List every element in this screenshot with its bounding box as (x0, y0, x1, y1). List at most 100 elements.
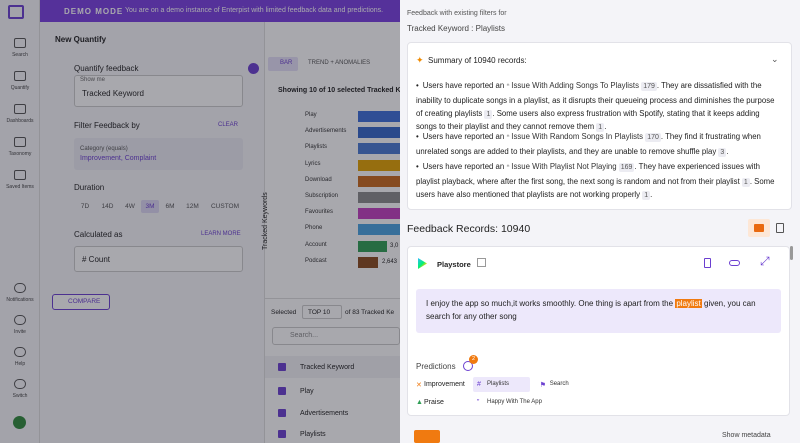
search-box (272, 327, 400, 345)
badge-count: 2 (471, 356, 476, 362)
summary-text: . They have experienced issues with play… (416, 162, 760, 186)
summary-text: Users have reported an (422, 81, 507, 90)
sidebar-label: Saved Items (6, 184, 34, 190)
text: LEARN MORE (201, 231, 241, 237)
record-count: 1 (484, 110, 493, 119)
text: Calculated as (74, 230, 123, 239)
bar (358, 224, 400, 236)
text: Show metadata (722, 432, 771, 439)
sidebar-label: Dashboards (6, 118, 34, 124)
text: COMPARE (68, 298, 101, 305)
tab-label: TREND + ANOMALIES (308, 60, 371, 66)
text: Improvement, Complaint (80, 155, 157, 162)
bar (358, 192, 400, 203)
text: Selected (271, 309, 297, 316)
status-chip (414, 430, 440, 443)
banner-label: DEMO MODE (64, 7, 124, 16)
highlight: playlist (675, 299, 702, 308)
record-count: 1 (642, 191, 651, 200)
add-prediction (463, 361, 473, 371)
bar (358, 143, 400, 155)
sidebar-icon (14, 104, 26, 114)
quote-icon: ❝ (506, 165, 512, 171)
sidebar-label: Invite (14, 329, 26, 335)
tag-label: Search (549, 381, 569, 387)
sidebar-icon (14, 71, 26, 81)
summary-tag: Issue With Playlist Not Playing (511, 162, 617, 171)
category-label: Download (305, 176, 332, 183)
tag-label: Playlists (487, 381, 510, 387)
bullet: • (416, 81, 419, 90)
sidebar-label: Quantify (10, 85, 30, 91)
toggle-icon (776, 223, 784, 233)
overlay[interactable] (0, 0, 400, 443)
sidebar-label: Help (14, 361, 26, 367)
select (302, 305, 342, 319)
duration-label: 3M (145, 203, 155, 210)
banner-message: You are on a demo instance of Enterpist … (125, 7, 384, 14)
duration-label: 6M (165, 203, 175, 210)
record-count: 3 (718, 148, 727, 157)
duration-label: 14D (101, 203, 114, 210)
text: Predictions (416, 362, 456, 371)
duration-label: CUSTOM (210, 203, 240, 210)
value-label: 2,643 (382, 258, 398, 265)
sidebar (0, 0, 40, 443)
bar (358, 127, 400, 139)
prediction-icon: ▲ (416, 399, 423, 406)
toggle-icon (754, 224, 764, 232)
record-count: 169 (618, 163, 635, 172)
scrollbar (790, 246, 793, 260)
tag-icon: ⚑ (539, 382, 546, 389)
category-label: Advertisements (305, 128, 347, 135)
checkbox (278, 363, 286, 371)
category-label: Playlists (305, 144, 328, 151)
prediction-icon: ✕ (416, 382, 422, 389)
category-label: Podcast (305, 257, 327, 264)
category-label: Play (305, 112, 317, 118)
category-label: Account (305, 241, 327, 248)
summary-tag: Issue With Random Songs In Playlists (511, 132, 644, 141)
bullet: • (416, 132, 419, 141)
table-header (265, 356, 400, 378)
quote-icon: ❝ (506, 84, 512, 90)
summary-item: • Users have reported an ❝ Issue With Ran… (416, 130, 782, 170)
text: Duration (74, 183, 105, 192)
text: Tracked Keyword : Playlists (407, 24, 505, 33)
playstore-icon (418, 258, 427, 269)
text: Play (300, 388, 314, 395)
bookmark (704, 258, 711, 268)
text: Feedback with existing filters for (407, 10, 507, 17)
duration-label: 7D (80, 203, 90, 210)
summary-text: . (650, 190, 653, 199)
filter-box (74, 138, 243, 170)
text: # Count (82, 255, 111, 264)
expand: ⤢ (760, 254, 770, 268)
tab-label: BAR (280, 60, 293, 66)
badge (469, 355, 478, 364)
quote-text: given, you can search for any other song (426, 299, 756, 321)
sidebar-icon (14, 283, 26, 293)
text: Tracked Keyword (82, 89, 144, 98)
checkbox (278, 387, 286, 395)
sidebar-label: Search (12, 52, 28, 58)
collapse-button (248, 63, 259, 74)
bar (358, 208, 400, 220)
prediction-label: Improvement (424, 381, 465, 388)
category-label: Subscription (305, 193, 339, 199)
category-label: Phone (305, 225, 323, 232)
summary-text: Users have reported an (422, 132, 507, 141)
bar (358, 159, 400, 171)
value-label: 3,0 (390, 242, 399, 249)
text: New Quantify (55, 35, 107, 44)
record-count: 170 (645, 133, 661, 142)
bar (358, 175, 400, 187)
bullet: • (416, 162, 419, 171)
avatar (13, 416, 26, 429)
text: Advertisements (300, 409, 349, 417)
text: Filter Feedback by (74, 121, 140, 130)
tag-label: Happy With The App (487, 399, 542, 405)
chevron: ⌄ (771, 54, 779, 64)
duration-label: 4W (125, 203, 135, 210)
